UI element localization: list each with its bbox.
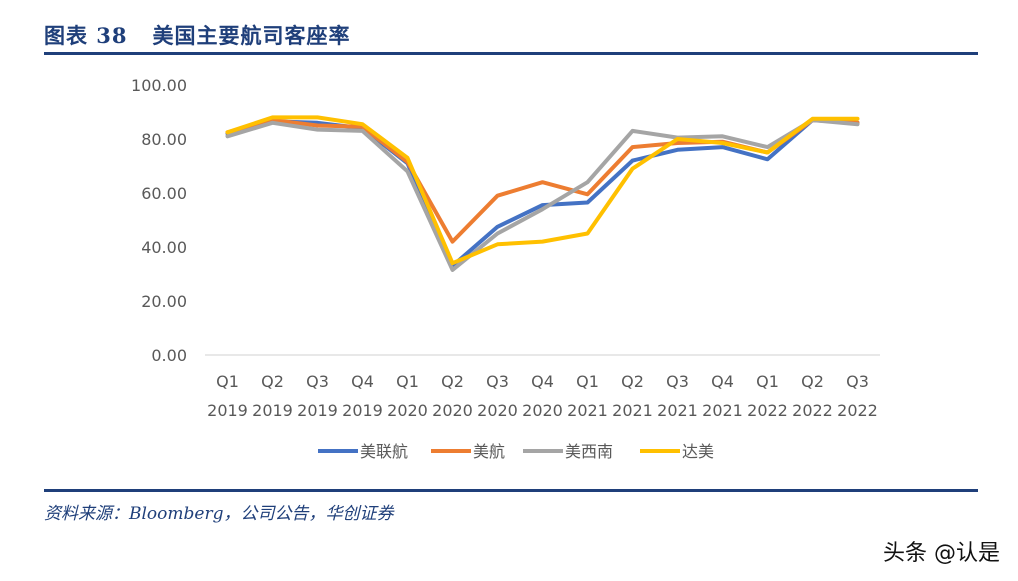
x-tick-year: 2022 — [792, 401, 833, 420]
legend-label: 美联航 — [360, 442, 408, 461]
x-axis-ticks: Q1 2019 Q2 2019 Q3 2019 Q4 2019 Q1 2020 Q2 2020 Q3 20… — [207, 372, 878, 420]
series-line-3 — [225, 115, 860, 266]
x-tick-quarter: Q3 — [486, 372, 509, 391]
x-tick-year: 2019 — [207, 401, 248, 420]
x-tick-year: 2021 — [612, 401, 653, 420]
x-tick-year: 2020 — [387, 401, 428, 420]
x-tick-quarter: Q2 — [621, 372, 644, 391]
x-tick-year: 2021 — [702, 401, 743, 420]
x-tick-quarter: Q4 — [351, 372, 374, 391]
x-tick-year: 2022 — [837, 401, 878, 420]
legend-label: 达美 — [682, 442, 714, 461]
y-axis-ticks: 0.00 20.00 40.00 60.00 80.00 100.00 — [131, 76, 187, 365]
x-tick-year: 2020 — [522, 401, 563, 420]
x-tick-quarter: Q1 — [576, 372, 599, 391]
series-lines — [225, 115, 860, 272]
x-tick-quarter: Q2 — [801, 372, 824, 391]
x-tick-year: 2020 — [432, 401, 473, 420]
x-tick-quarter: Q3 — [666, 372, 689, 391]
figure-header: 图表 38 美国主要航司客座率 — [44, 18, 978, 52]
x-tick-year: 2019 — [297, 401, 338, 420]
figure-title-text: 美国主要航司客座率 — [152, 23, 351, 48]
watermark-text: 头条 @认是 — [883, 541, 1000, 566]
x-tick-quarter: Q1 — [396, 372, 419, 391]
x-tick-quarter: Q1 — [216, 372, 239, 391]
figure-label: 图表 38 — [44, 23, 128, 48]
figure-title: 图表 38 美国主要航司客座率 — [44, 20, 350, 50]
x-tick-quarter: Q3 — [306, 372, 329, 391]
y-tick-label: 60.00 — [141, 184, 187, 203]
series-line-1 — [225, 118, 860, 244]
legend-label: 美航 — [473, 442, 505, 461]
x-tick-quarter: Q4 — [711, 372, 734, 391]
x-tick-quarter: Q2 — [441, 372, 464, 391]
y-tick-label: 100.00 — [131, 76, 187, 95]
y-tick-label: 0.00 — [151, 346, 187, 365]
x-tick-year: 2021 — [657, 401, 698, 420]
source-note: 资料来源：Bloomberg，公司公告，华创证券 — [44, 504, 394, 524]
x-tick-year: 2019 — [252, 401, 293, 420]
x-tick-quarter: Q1 — [756, 372, 779, 391]
bottom-divider — [44, 489, 978, 492]
top-divider — [44, 52, 978, 55]
series-line-0 — [225, 118, 860, 268]
y-tick-label: 80.00 — [141, 130, 187, 149]
x-tick-year: 2020 — [477, 401, 518, 420]
series-line-2 — [225, 118, 860, 272]
x-tick-year: 2019 — [342, 401, 383, 420]
legend: 美联航 美航 美西南 达美 — [318, 442, 714, 461]
x-tick-quarter: Q3 — [846, 372, 869, 391]
x-tick-quarter: Q2 — [261, 372, 284, 391]
x-tick-quarter: Q4 — [531, 372, 554, 391]
x-tick-year: 2022 — [747, 401, 788, 420]
y-tick-label: 40.00 — [141, 238, 187, 257]
y-tick-label: 20.00 — [141, 292, 187, 311]
legend-label: 美西南 — [565, 442, 613, 461]
x-tick-year: 2021 — [567, 401, 608, 420]
